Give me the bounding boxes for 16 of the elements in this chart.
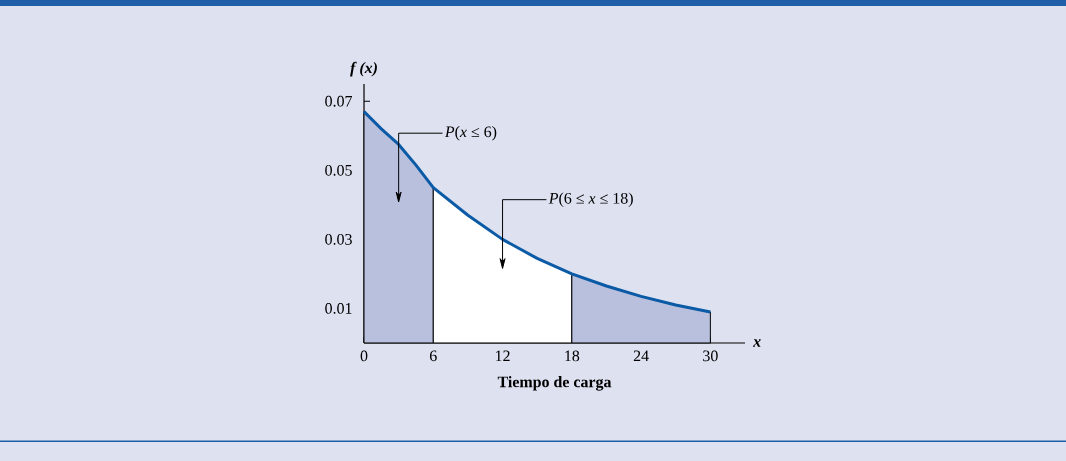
- x-axis-title: Tiempo de carga: [497, 376, 612, 391]
- y-tick-label: 0.01: [325, 303, 352, 314]
- line-series: [362, 110, 712, 314]
- y-tick-label: 0.07: [325, 95, 353, 107]
- x-tick-label: 12: [495, 350, 510, 362]
- annotation: P(x ≤ 6): [444, 125, 497, 141]
- y-axis-title: f (x): [350, 61, 377, 77]
- y-tick-label: 0.05: [325, 164, 352, 176]
- text: x: [752, 339, 761, 347]
- x-tick-label: 6: [429, 350, 437, 362]
- x-tick-label: 18: [565, 350, 580, 362]
- y-tick-label: 0.03: [325, 233, 352, 245]
- x-tick-label: 24: [633, 350, 649, 362]
- x-tick-label: 0: [360, 350, 368, 362]
- annotation: P(6 ≤ x ≤ 18): [548, 192, 633, 207]
- x-tick-label: 30: [703, 350, 718, 362]
